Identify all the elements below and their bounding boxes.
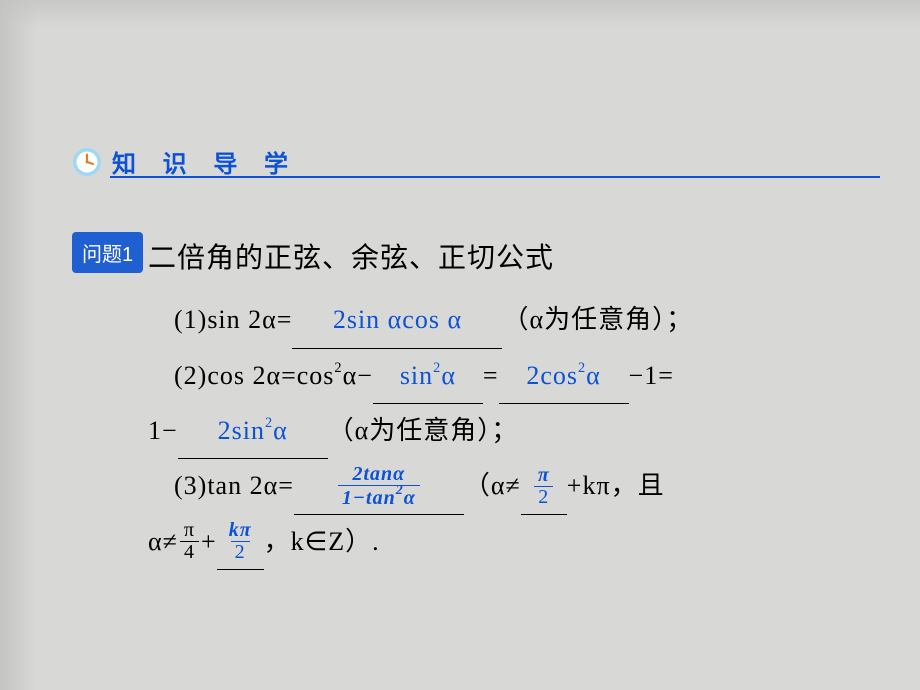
l5-bf-num: kπ — [225, 520, 256, 541]
l4-frac2: π 2 — [534, 465, 554, 508]
l3-suffix: （α为任意角）； — [328, 416, 519, 445]
l5-fb-num: π — [180, 520, 199, 541]
l2-blank1: sin2α — [373, 349, 483, 404]
formula-line-2: (2)cos 2α=cos2α−sin2α=2cos2α−1= — [174, 349, 888, 404]
content-block: 二倍角的正弦、余弦、正切公式 (1)sin 2α= 2sin αcos α （α为任… — [148, 230, 888, 570]
l4-mid: （α≠ — [464, 471, 521, 500]
formula-line-5: α≠ π 4 + kπ 2 ，k∈Z）. — [148, 515, 888, 570]
l4-frac: 2tanα 1−tan2α — [338, 464, 420, 509]
l3-prefix: 1− — [148, 416, 178, 445]
l4-frac2-num: π — [534, 465, 554, 486]
l4-suffix: +kπ，且 — [567, 471, 665, 500]
l2-mid: = — [483, 361, 499, 390]
formula-line-1: (1)sin 2α= 2sin αcos α （α为任意角）； — [174, 293, 888, 348]
l3-blank: 2sin2α — [178, 404, 328, 459]
formula-line-3: 1−2sin2α（α为任意角）； — [148, 404, 888, 459]
clock-icon — [72, 147, 102, 177]
l5-fb-den: 4 — [180, 541, 199, 563]
page-left-shadow — [0, 0, 36, 690]
l5-prefix: α≠ — [148, 527, 178, 556]
l5-frac-blue: kπ 2 — [225, 520, 256, 563]
l5-plus: + — [201, 527, 217, 556]
l4-blank-frac: 2tanα 1−tan2α — [294, 459, 464, 514]
page-top-shadow — [0, 0, 920, 28]
l4-blank-frac2: π 2 — [521, 459, 567, 514]
l1-blank: 2sin αcos α — [292, 293, 502, 348]
problem-badge: 问题1 — [72, 232, 143, 273]
topic-title: 二倍角的正弦、余弦、正切公式 — [148, 230, 888, 287]
l5-bf-den: 2 — [231, 541, 250, 563]
l5-blank-frac: kπ 2 — [217, 515, 264, 570]
l2-blank2: 2cos2α — [499, 349, 629, 404]
l5-frac-black: π 4 — [180, 520, 199, 563]
l1-prefix: (1)sin 2α= — [174, 305, 292, 334]
section-underline — [110, 176, 880, 178]
l5-suffix: ，k∈Z）. — [264, 527, 380, 556]
l2-suffix: −1= — [629, 361, 674, 390]
l4-prefix: (3)tan 2α= — [174, 471, 294, 500]
section-title: 知 识 导 学 — [112, 144, 298, 179]
section-header: 知 识 导 学 — [72, 144, 298, 179]
l4-frac2-den: 2 — [534, 486, 553, 508]
l2-prefix: (2)cos 2α=cos2α− — [174, 361, 373, 390]
l1-suffix: （α为任意角）； — [502, 305, 693, 334]
formula-line-4: (3)tan 2α= 2tanα 1−tan2α （α≠ π 2 +kπ，且 — [174, 459, 888, 514]
l1-blank-text: 2sin αcos α — [333, 305, 462, 334]
